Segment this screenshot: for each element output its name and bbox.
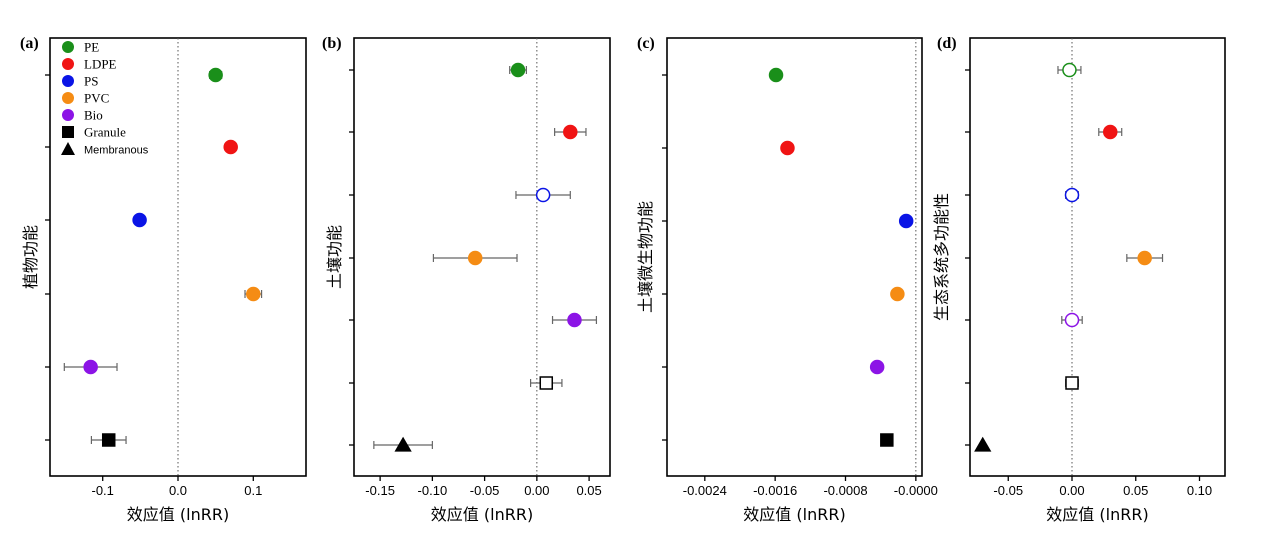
x-tick-label: -0.0000 [894, 483, 938, 498]
legend-marker-ps [62, 75, 74, 87]
x-axis-label: 效应值 (lnRR) [431, 505, 533, 524]
y-axis-label: 生态系统多功能性 [932, 193, 951, 321]
x-axis-label: 效应值 (lnRR) [1046, 505, 1148, 524]
panel-c: -0.0024 -0.0016 -0.0008 -0.0000 效应值 (lnRR) 土壤… [636, 35, 938, 524]
legend: PE LDPE PS PVC Bio Granule Membranous [61, 40, 149, 157]
point-pvc [467, 250, 483, 266]
x-tick-label: 0.1 [244, 483, 262, 498]
x-tick-label: 0.05 [1123, 483, 1148, 498]
legend-marker-bio [62, 109, 74, 121]
x-tick-label: -0.05 [470, 483, 500, 498]
legend-label-ldpe: LDPE [84, 57, 117, 72]
point-bio [83, 359, 98, 375]
panel-label: (a) [20, 35, 39, 52]
plot-frame [969, 37, 1226, 477]
point-granule [1065, 376, 1079, 390]
point-bio [869, 359, 885, 375]
x-tick-label: -0.15 [365, 483, 395, 498]
panel-b: -0.15 -0.10 -0.05 0.00 0.05 效应值 (lnRR) 土壤功能 (b) [322, 35, 611, 524]
legend-marker-pe [62, 41, 74, 53]
legend-marker-granule [62, 126, 74, 138]
point-pe [768, 67, 784, 83]
legend-marker-ldpe [62, 58, 74, 70]
x-tick-label: -0.1 [92, 483, 114, 498]
x-tick-label: -0.0008 [823, 483, 867, 498]
x-tick-label: 0.0 [169, 483, 187, 498]
legend-label-granule: Granule [84, 125, 126, 140]
point-ldpe [1103, 124, 1118, 140]
legend-marker-pvc [62, 92, 74, 104]
point-pe [1062, 62, 1077, 78]
point-ps [1064, 187, 1080, 203]
x-tick-label: 0.10 [1187, 483, 1212, 498]
x-tick-label: 0.00 [524, 483, 549, 498]
legend-label-bio: Bio [84, 108, 103, 123]
point-ps [132, 212, 147, 228]
point-ldpe [563, 124, 578, 140]
panel-label: (d) [937, 35, 957, 52]
legend-label-ps: PS [84, 74, 98, 89]
y-axis-label: 植物功能 [21, 225, 40, 289]
point-ps [535, 187, 551, 203]
plot-frame [353, 37, 611, 477]
point-bio [1064, 312, 1080, 328]
plot-frame [666, 37, 923, 477]
x-tick-label: -0.05 [993, 483, 1023, 498]
x-tick-label: 0.00 [1059, 483, 1084, 498]
point-ldpe [780, 140, 795, 156]
point-pvc [890, 286, 905, 302]
x-axis-label: 效应值 (lnRR) [743, 505, 845, 524]
point-granule [880, 433, 894, 447]
panel-a: -0.1 0.0 0.1 效应值 (lnRR) 植物功能 (a) [20, 35, 307, 524]
point-ldpe [223, 139, 238, 155]
point-ps [898, 213, 914, 229]
point-bio [567, 312, 582, 328]
point-pvc [1137, 250, 1152, 266]
x-tick-label: -0.10 [418, 483, 448, 498]
x-axis-label: 效应值 (lnRR) [127, 505, 229, 524]
point-membranous [394, 436, 412, 452]
legend-marker-membranous [61, 142, 75, 155]
point-pe [510, 62, 526, 78]
point-membranous [974, 436, 992, 452]
legend-label-pvc: PVC [84, 91, 109, 106]
point-pe [208, 67, 223, 83]
legend-label-pe: PE [84, 40, 99, 55]
legend-label-membranous: Membranous [84, 145, 149, 157]
y-axis-label: 土壤功能 [325, 225, 344, 289]
x-tick-label: -0.0024 [683, 483, 727, 498]
panel-label: (c) [637, 35, 655, 52]
panel-d: -0.05 0.00 0.05 0.10 效应值 (lnRR) 生态系统多功能性 (d) [932, 35, 1226, 524]
point-granule [101, 433, 116, 447]
panel-label: (b) [322, 35, 342, 52]
point-granule [539, 376, 554, 390]
x-tick-label: 0.05 [576, 483, 601, 498]
x-tick-label: -0.0016 [753, 483, 797, 498]
point-pvc [246, 286, 261, 302]
y-axis-label: 土壤微生物功能 [636, 201, 655, 313]
